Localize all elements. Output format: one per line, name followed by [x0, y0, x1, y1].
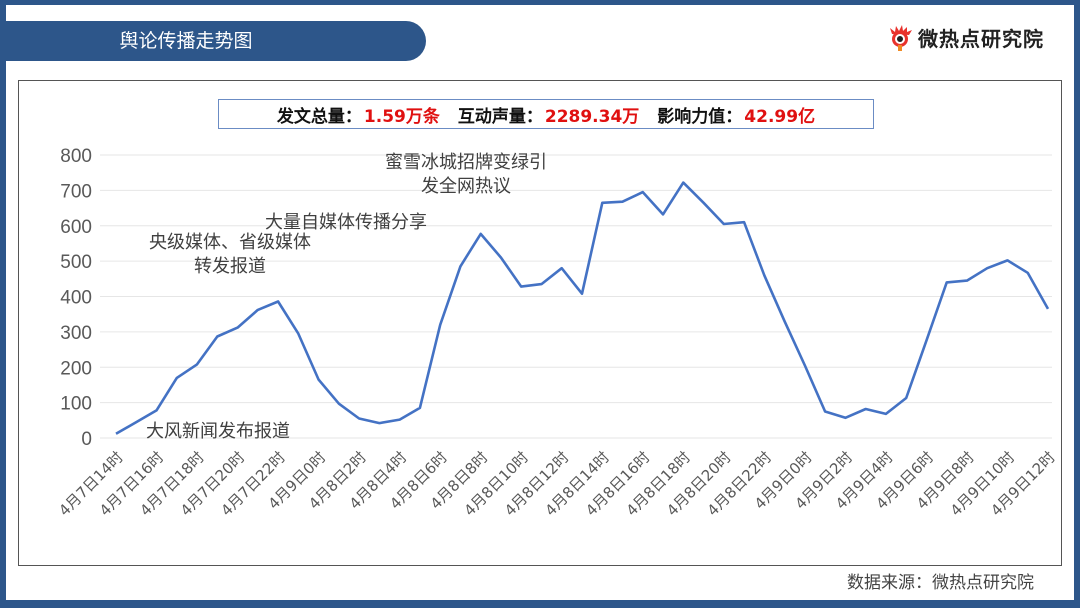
y-tick-label: 400 — [60, 288, 92, 309]
stats-summary: 发文总量： 1.59万条 互动声量： 2289.34万 影响力值： 42.99亿 — [218, 99, 874, 129]
chart-annotation: 转发报道 — [194, 256, 266, 277]
series-line — [115, 181, 1050, 435]
y-tick-label: 0 — [81, 429, 92, 450]
stat-value-interactions: 2289.34万 — [544, 106, 640, 127]
stat-label-posts: 发文总量： — [276, 106, 362, 127]
stat-label-interactions: 互动声量： — [457, 106, 543, 127]
chart-annotation: 蜜雪冰城招牌变绿引 — [385, 152, 547, 173]
chart-annotation: 央级媒体、省级媒体 — [149, 232, 311, 253]
chart-frame — [18, 80, 1062, 566]
stat-value-influence: 42.99亿 — [744, 106, 816, 127]
y-tick-label: 800 — [60, 146, 92, 167]
chart-annotation: 发全网热议 — [421, 176, 511, 197]
y-tick-label: 200 — [60, 358, 92, 379]
y-tick-label: 100 — [60, 394, 92, 415]
y-tick-label: 700 — [60, 181, 92, 202]
line-chart: 01002003004005006007008004月7日14时4月7日16时4… — [55, 146, 1059, 520]
slide: 舆论传播走势图 微热点研究院 发文总量： 1.59万条 互动声量： 2289.3… — [6, 5, 1074, 600]
brand-logo: 微热点研究院 — [888, 23, 1044, 52]
chart-annotation: 大风新闻发布报道 — [146, 421, 290, 442]
page-title: 舆论传播走势图 — [119, 30, 253, 52]
y-tick-label: 600 — [60, 217, 92, 238]
chart-annotation: 大量自媒体传播分享 — [265, 212, 427, 233]
data-source: 数据来源：微热点研究院 — [847, 573, 1034, 593]
stat-label-influence: 影响力值： — [657, 106, 743, 127]
stat-value-posts: 1.59万条 — [363, 106, 440, 127]
y-tick-label: 300 — [60, 323, 92, 344]
title-banner: 舆论传播走势图 — [6, 21, 426, 61]
y-tick-label: 500 — [60, 252, 92, 273]
brand-name: 微热点研究院 — [918, 27, 1044, 51]
weibo-eye-icon — [890, 24, 912, 51]
